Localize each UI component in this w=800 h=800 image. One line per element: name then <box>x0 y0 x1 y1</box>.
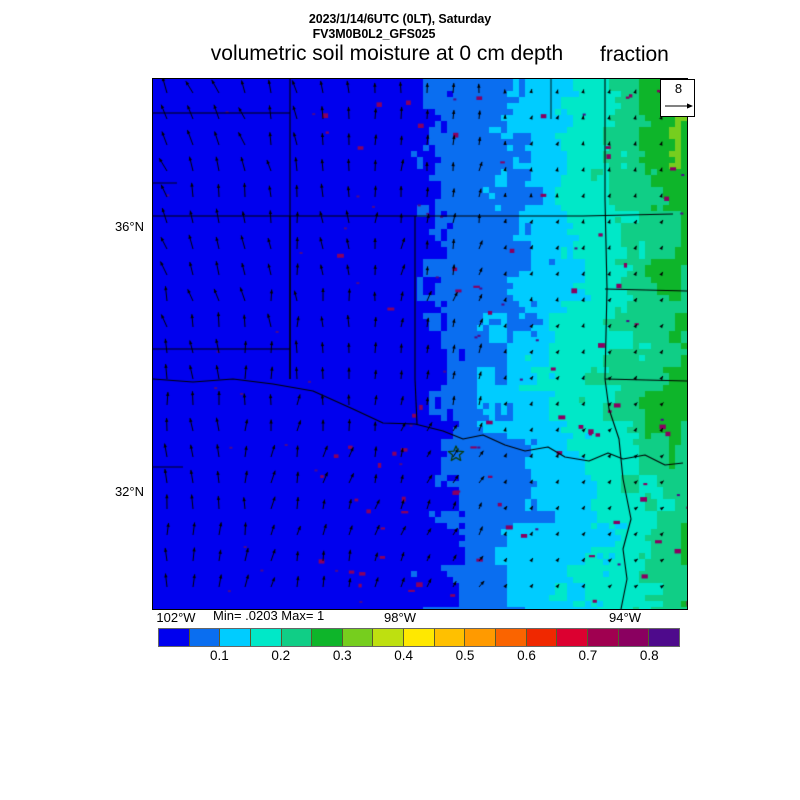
colorbar-segment-11 <box>496 629 527 646</box>
colorbar-segment-14 <box>587 629 619 646</box>
colorbar-label-0.8: 0.8 <box>639 648 659 663</box>
soil-moisture-heatmap <box>153 79 687 609</box>
colorbar-segment-1 <box>189 629 221 646</box>
wind-reference-value: 8 <box>674 81 683 96</box>
colorbar-segment-7 <box>373 629 405 646</box>
colorbar-label-0.4: 0.4 <box>394 648 414 663</box>
colorbar-segment-3 <box>250 629 282 646</box>
colorbar-label-0.2: 0.2 <box>271 648 291 663</box>
lon-label-98w: 98°W <box>384 610 416 625</box>
colorbar-segment-15 <box>618 629 650 646</box>
lat-label-36n: 36°N <box>114 219 144 234</box>
colorbar-segment-16 <box>649 629 679 646</box>
colorbar <box>158 628 680 647</box>
colorbar-segment-10 <box>465 629 497 646</box>
colorbar-label-0.6: 0.6 <box>517 648 536 663</box>
minmax-label: Min= .0203 Max= 1 <box>213 608 325 623</box>
lon-label-102w: 102°W <box>156 610 196 625</box>
title-date: 2023/1/14/6UTC (0LT), Saturday <box>308 12 492 26</box>
colorbar-segment-4 <box>281 629 313 646</box>
colorbar-segment-6 <box>342 629 374 646</box>
colorbar-label-0.1: 0.1 <box>210 648 229 663</box>
colorbar-segment-9 <box>434 629 466 646</box>
colorbar-segment-8 <box>404 629 435 646</box>
colorbar-segment-0 <box>159 629 190 646</box>
lon-label-94w: 94°W <box>609 610 641 625</box>
colorbar-label-0.5: 0.5 <box>455 648 475 663</box>
colorbar-segment-2 <box>220 629 251 646</box>
page-title: volumetric soil moisture at 0 cm depth <box>210 42 564 65</box>
colorbar-segment-12 <box>526 629 558 646</box>
map-panel[interactable] <box>152 78 688 610</box>
colorbar-label-0.7: 0.7 <box>578 648 598 663</box>
wind-reference-box: 8 <box>660 79 695 117</box>
wind-vector-arrow-icon <box>665 103 693 109</box>
units-label: fraction <box>600 43 669 66</box>
colorbar-segment-13 <box>557 629 588 646</box>
colorbar-segment-5 <box>312 629 343 646</box>
colorbar-label-0.3: 0.3 <box>332 648 352 663</box>
lat-label-32n: 32°N <box>114 484 144 499</box>
title-model: FV3M0B0L2_GFS025 <box>312 27 436 41</box>
